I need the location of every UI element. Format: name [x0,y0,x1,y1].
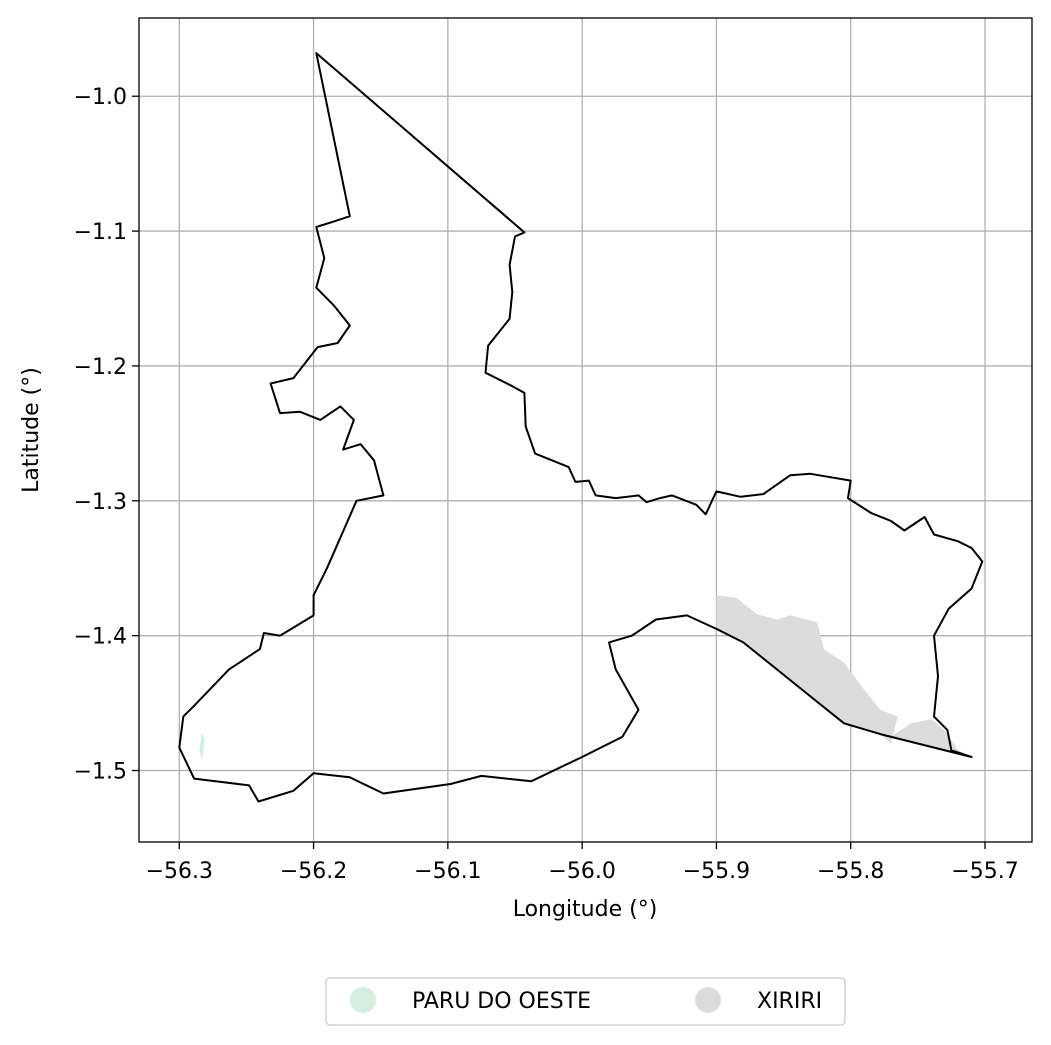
x-tick-label: −55.9 [683,859,750,884]
x-axis-ticks: −56.3 −56.2 −56.1 −56.0 −55.9 −55.8 −55.7 [146,842,1019,884]
legend: PARU DO OESTE XIRIRI [325,977,846,1026]
x-tick-label: −56.1 [414,859,481,884]
y-axis-title: Latitude (°) [19,367,44,493]
plot-frame [138,17,1033,843]
y-tick-label: −1.2 [74,355,127,380]
x-tick-label: −56.2 [280,859,347,884]
legend-marker-paru-do-oeste [350,987,376,1013]
xiriri-area [716,595,898,744]
paru-do-oeste-area [199,732,205,760]
x-tick-label: −55.8 [817,859,884,884]
municipality-boundary [178,52,984,803]
y-tick-label: −1.3 [74,490,127,515]
y-tick-label: −1.0 [74,85,127,110]
boundary-outline [178,52,984,803]
y-tick-label: −1.4 [74,625,127,650]
x-tick-label: −55.7 [951,859,1018,884]
legend-marker-xiriri [695,987,721,1013]
x-tick-label: −56.3 [146,859,213,884]
x-axis-title: Longitude (°) [513,897,658,922]
grid-lines [139,18,1032,842]
legend-label-xiriri: XIRIRI [757,989,822,1014]
y-axis-ticks: −1.0 −1.1 −1.2 −1.3 −1.4 −1.5 [74,85,139,785]
x-tick-label: −56.0 [548,859,615,884]
legend-label-paru-do-oeste: PARU DO OESTE [412,989,591,1014]
y-tick-label: −1.1 [74,220,127,245]
y-tick-label: −1.5 [74,760,127,785]
